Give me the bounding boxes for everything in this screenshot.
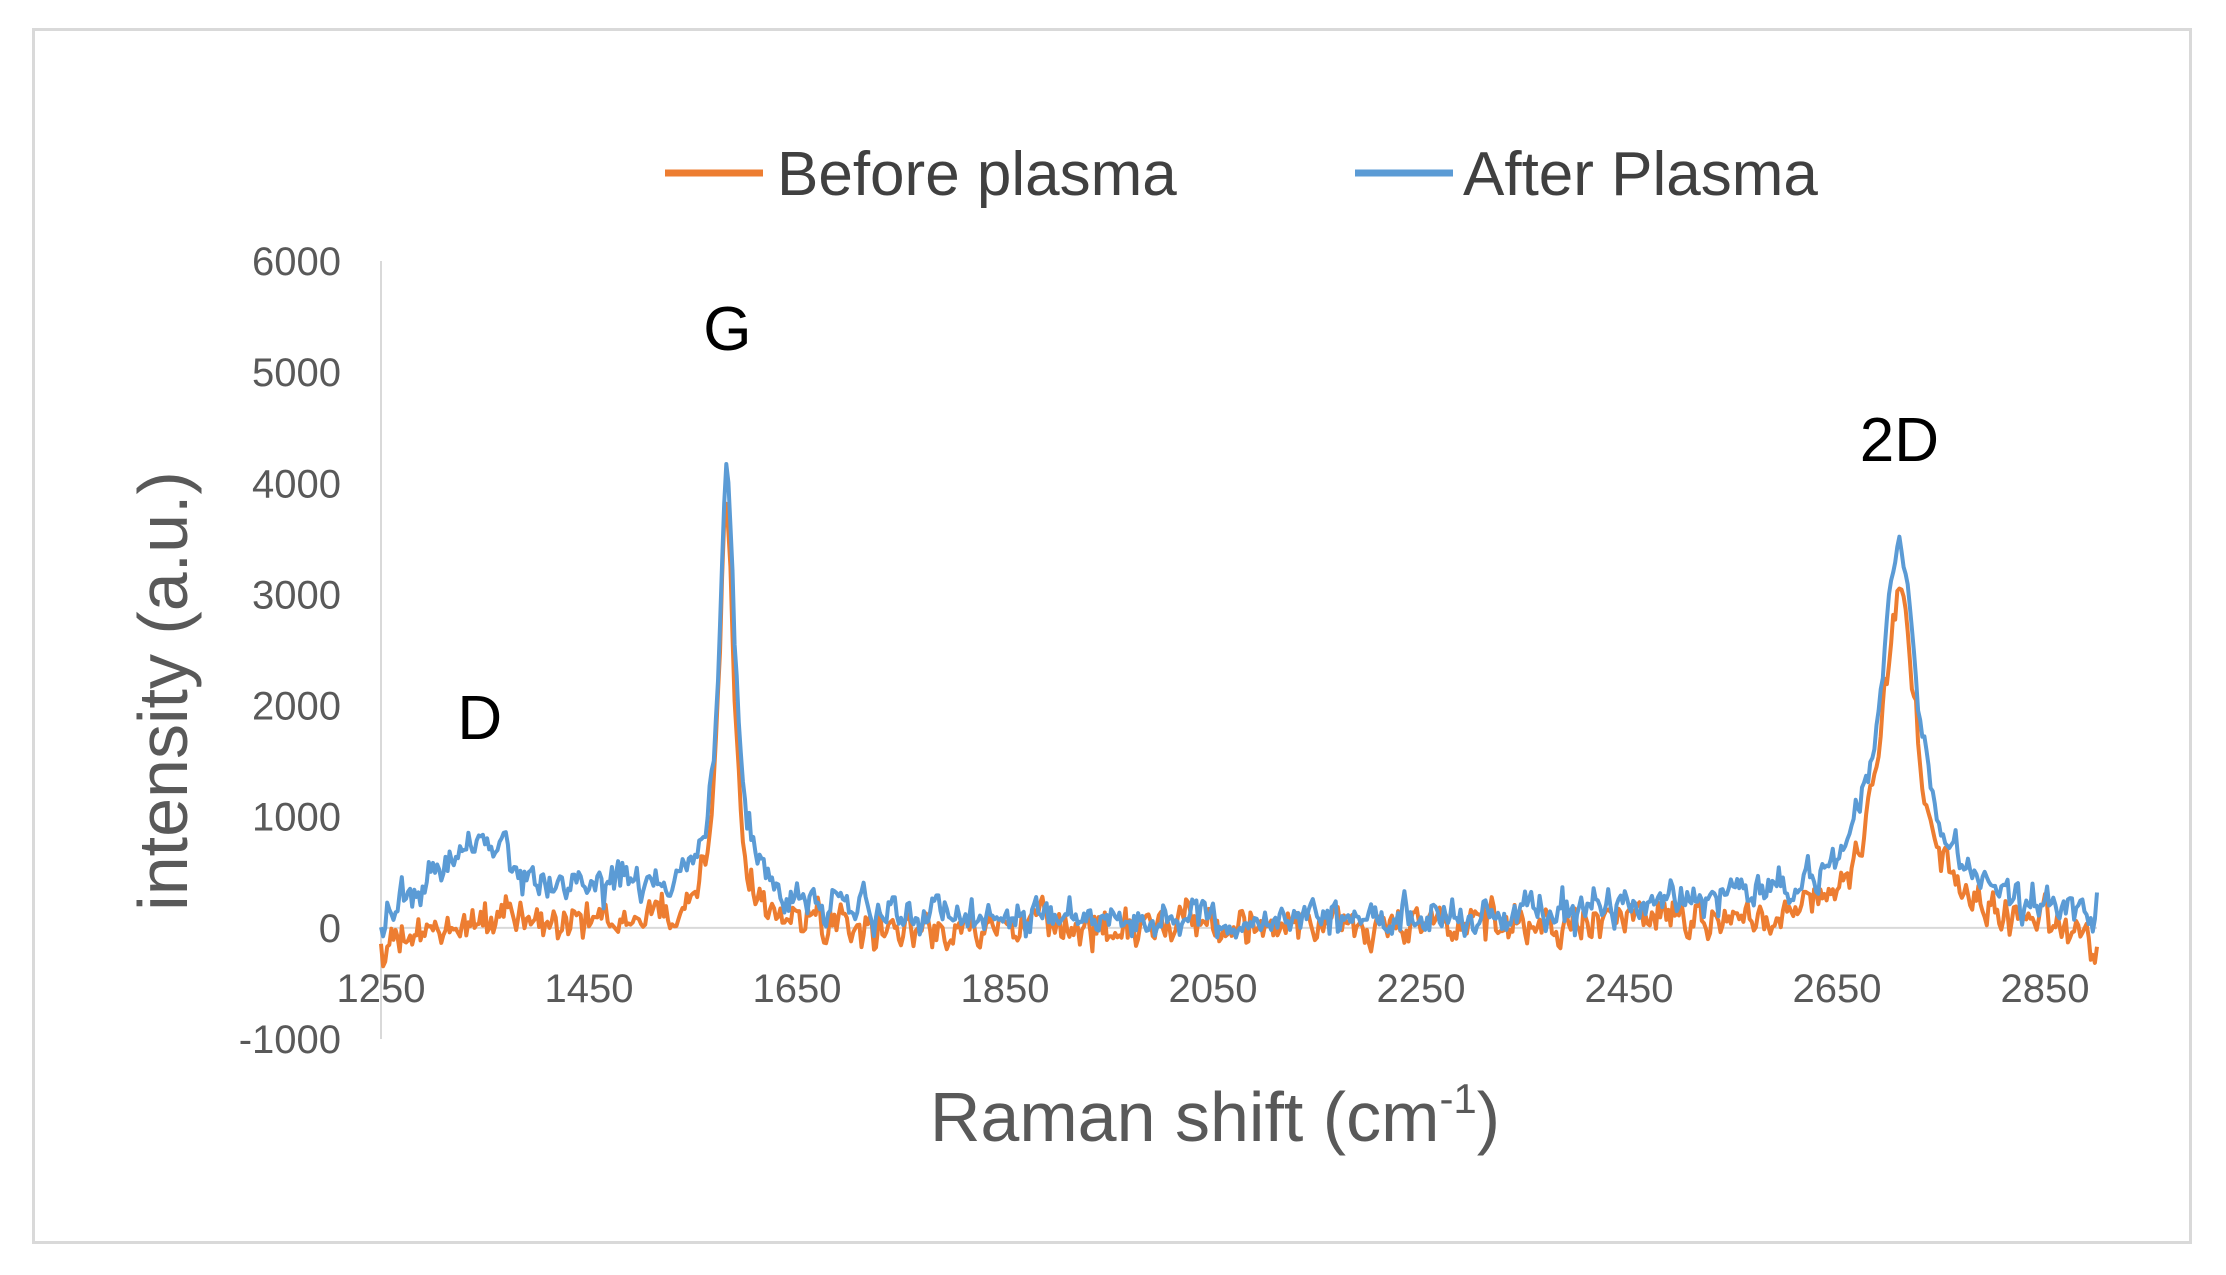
x-axis-title-superscript: -1 bbox=[1439, 1075, 1476, 1122]
y-tick-label: 0 bbox=[319, 907, 341, 951]
y-tick-label: 6000 bbox=[252, 240, 341, 284]
peak-annotations: D G 2D bbox=[457, 295, 1939, 753]
peak-label-d: D bbox=[457, 684, 502, 753]
y-tick-label: -1000 bbox=[239, 1018, 341, 1062]
x-tick-label: 1650 bbox=[753, 967, 842, 1011]
y-tick-label: 1000 bbox=[252, 796, 341, 840]
x-axis-title-main: Raman shift (cm bbox=[930, 1078, 1440, 1156]
peak-label-2d: 2D bbox=[1860, 406, 1939, 475]
legend-label-after-plasma: After Plasma bbox=[1463, 140, 1818, 209]
chart-frame: Before plasma After Plasma 6000 5000 4000 3… bbox=[32, 28, 2192, 1244]
legend-label-before-plasma: Before plasma bbox=[777, 140, 1177, 209]
series-line-before-plasma bbox=[379, 501, 2099, 969]
chart: Before plasma After Plasma 6000 5000 4000 3… bbox=[124, 140, 2099, 1156]
x-tick-label: 2850 bbox=[2001, 967, 2090, 1011]
x-tick-labels: 1250 1450 1650 1850 2050 2250 2450 2650 2850 bbox=[337, 967, 2090, 1011]
y-axis-title: intensity (a.u.) bbox=[124, 471, 202, 911]
y-tick-label: 4000 bbox=[252, 462, 341, 506]
legend: Before plasma After Plasma bbox=[665, 140, 1818, 209]
x-axis-title-suffix: ) bbox=[1477, 1078, 1500, 1156]
x-tick-label: 2650 bbox=[1793, 967, 1882, 1011]
x-tick-label: 1450 bbox=[545, 967, 634, 1011]
y-tick-label: 2000 bbox=[252, 685, 341, 729]
x-tick-label: 2050 bbox=[1169, 967, 1258, 1011]
y-tick-labels: 6000 5000 4000 3000 2000 1000 0 -1000 bbox=[239, 240, 341, 1062]
series-line-after-plasma bbox=[379, 462, 2099, 940]
x-tick-label: 2450 bbox=[1585, 967, 1674, 1011]
x-tick-label: 2250 bbox=[1377, 967, 1466, 1011]
x-tick-label: 1250 bbox=[337, 967, 426, 1011]
y-tick-label: 3000 bbox=[252, 573, 341, 617]
x-tick-label: 1850 bbox=[961, 967, 1050, 1011]
peak-label-g: G bbox=[703, 295, 751, 364]
y-tick-label: 5000 bbox=[252, 351, 341, 395]
x-axis-title: Raman shift (cm-1) bbox=[930, 1075, 1500, 1156]
series-group bbox=[379, 462, 2099, 969]
